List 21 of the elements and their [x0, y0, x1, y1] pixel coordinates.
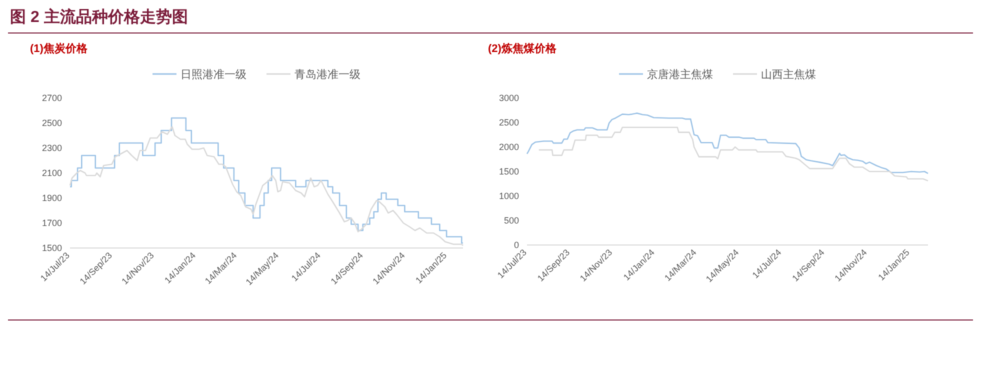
y-tick-label: 2100	[42, 168, 62, 178]
y-tick-label: 0	[514, 240, 519, 250]
y-tick-label: 2500	[498, 118, 519, 128]
y-tick-label: 1000	[498, 191, 519, 201]
y-tick-label: 2000	[498, 142, 519, 152]
y-tick-label: 1500	[42, 243, 62, 253]
chart-title: (2)炼焦煤价格	[488, 42, 558, 55]
y-tick-label: 2700	[42, 93, 62, 103]
y-tick-label: 1700	[42, 218, 62, 228]
legend-label: 青岛港准一级	[294, 68, 360, 81]
y-tick-label: 3000	[498, 93, 519, 103]
caption: 图 2 主流品种价格走势图	[10, 7, 188, 26]
legend-label: 京唐港主焦煤	[647, 68, 713, 81]
y-tick-label: 1900	[42, 193, 62, 203]
y-tick-label: 2300	[42, 143, 62, 153]
legend-label: 日照港准一级	[180, 68, 246, 81]
y-tick-label: 1500	[498, 166, 519, 176]
y-tick-label: 2500	[42, 118, 62, 128]
y-tick-label: 500	[504, 216, 519, 226]
legend-label: 山西主焦煤	[761, 68, 816, 81]
chart-title: (1)焦炭价格	[30, 42, 88, 55]
